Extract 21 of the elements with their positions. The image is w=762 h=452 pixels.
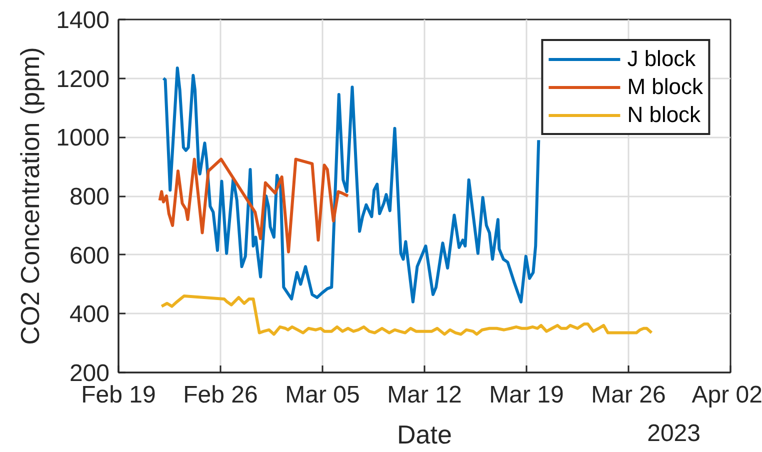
x-tick-label: Feb 26: [183, 382, 258, 408]
y-tick-label: 1400: [56, 7, 110, 34]
text: 2023: [647, 420, 700, 447]
line-series: [158, 158, 350, 254]
y-axis-title: CO2 Concentration (ppm): [15, 47, 46, 345]
y-tick-label: 1000: [56, 124, 110, 152]
x-axis-title: Date: [397, 420, 452, 450]
line-series: [160, 294, 654, 336]
y-tick-label: 600: [69, 242, 110, 270]
x-tick-label: Mar 19: [489, 382, 564, 408]
line-series: [162, 66, 540, 304]
x-tick-label: Mar 12: [387, 382, 462, 408]
legend-label: M block: [627, 74, 703, 100]
x-tick-label: Mar 26: [591, 382, 666, 408]
y-tick-label: 800: [69, 184, 110, 210]
y-tick-label: 1200: [56, 66, 110, 93]
y-tick-label: 400: [69, 301, 110, 328]
x-tick-label: Mar 05: [285, 382, 360, 408]
x-tick-label: Apr 02: [692, 382, 762, 408]
legend-label: J block: [627, 46, 696, 72]
legend-label: N block: [627, 102, 701, 128]
